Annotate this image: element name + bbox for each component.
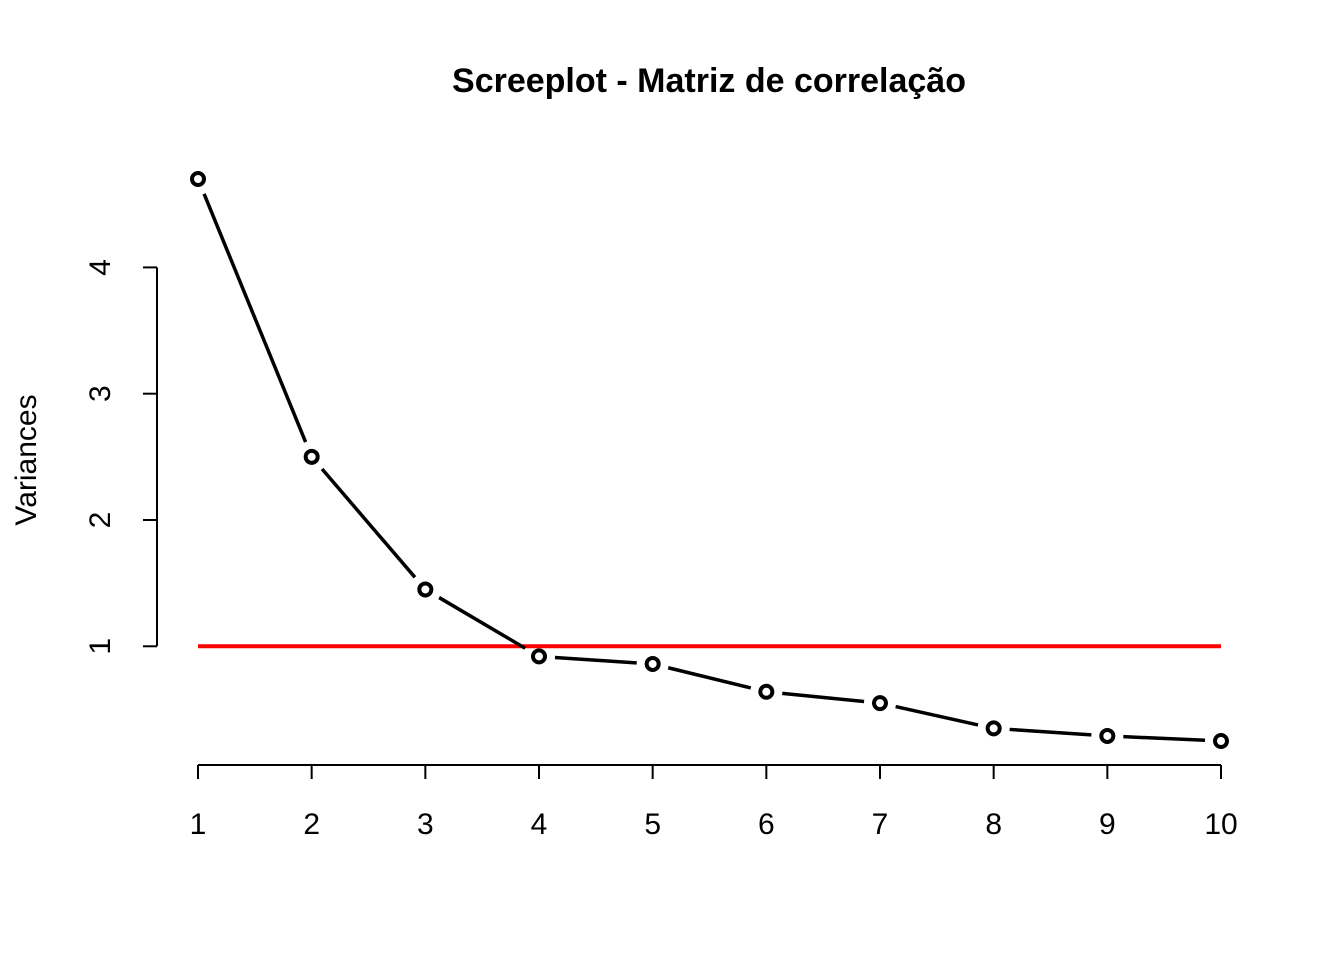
y-tick-label: 3 (84, 385, 117, 402)
x-tick-label: 1 (190, 808, 207, 841)
x-tick-label: 3 (417, 808, 434, 841)
data-point (417, 581, 434, 598)
data-point (758, 683, 775, 700)
x-tick-label: 7 (872, 808, 889, 841)
series-segment (1009, 727, 1092, 737)
x-tick-label: 9 (1099, 808, 1116, 841)
series-segment (554, 655, 637, 665)
x-axis: 1 2 3 4 5 6 7 8 9 10 (190, 764, 1238, 841)
y-axis-label: Variances (10, 394, 43, 525)
data-point (303, 448, 320, 465)
chart-title: Screeplot - Matriz de correlação (452, 62, 966, 100)
y-tick-label: 1 (84, 638, 117, 655)
series-segment (667, 666, 752, 690)
x-tick-label: 4 (531, 808, 548, 841)
y-tick-label: 4 (84, 259, 117, 276)
series-segment (202, 193, 308, 443)
data-point (1099, 727, 1116, 744)
x-tick-label: 8 (985, 808, 1002, 841)
y-axis: 1 2 3 4 (84, 259, 158, 655)
data-point (531, 648, 547, 665)
data-point (872, 695, 888, 712)
y-tick-label: 2 (84, 512, 117, 529)
data-point (1213, 733, 1229, 749)
series-segment (1123, 734, 1206, 743)
data-point (985, 720, 1002, 737)
series-segment (438, 596, 527, 650)
x-tick-label: 10 (1204, 808, 1237, 841)
data-point (190, 171, 206, 187)
series-segment (320, 467, 417, 579)
x-tick-label: 5 (644, 808, 661, 841)
series-group (190, 171, 1229, 749)
series-segment (782, 691, 865, 704)
series-segment (895, 704, 979, 727)
data-point (644, 655, 661, 672)
x-tick-label: 6 (758, 808, 775, 841)
x-tick-label: 2 (303, 808, 320, 841)
